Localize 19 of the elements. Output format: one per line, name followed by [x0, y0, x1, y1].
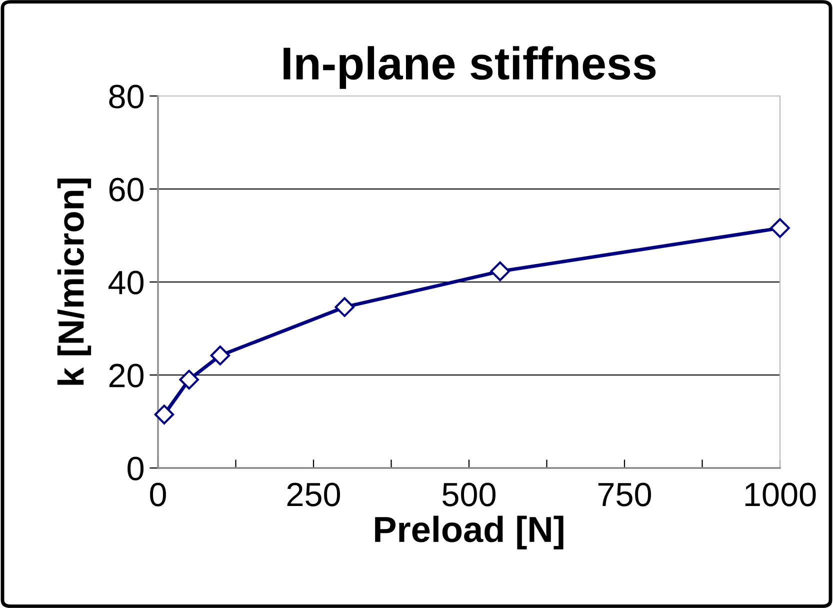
y-tick-label: 0 [128, 456, 144, 480]
y-tick-label: 20 [109, 364, 144, 388]
x-tick-label: 250 [287, 482, 340, 506]
y-tick-label: 80 [109, 84, 144, 108]
chart-title: In-plane stiffness [284, 46, 656, 89]
point [154, 404, 174, 424]
x-tick-label: 0 [150, 482, 166, 506]
x-axis-title: Preload [N] [375, 516, 564, 550]
point [770, 218, 790, 238]
y-axis-title: k [N/micron] [57, 178, 92, 385]
point [179, 370, 199, 390]
x-tick-label: 1000 [745, 482, 816, 506]
point [334, 297, 354, 317]
x-tick-label: 500 [442, 482, 496, 506]
y-tick-label: 60 [109, 178, 144, 202]
point [490, 261, 510, 282]
x-tick-label: 750 [598, 482, 652, 506]
point [210, 346, 230, 366]
y-tick-label: 40 [108, 270, 144, 294]
